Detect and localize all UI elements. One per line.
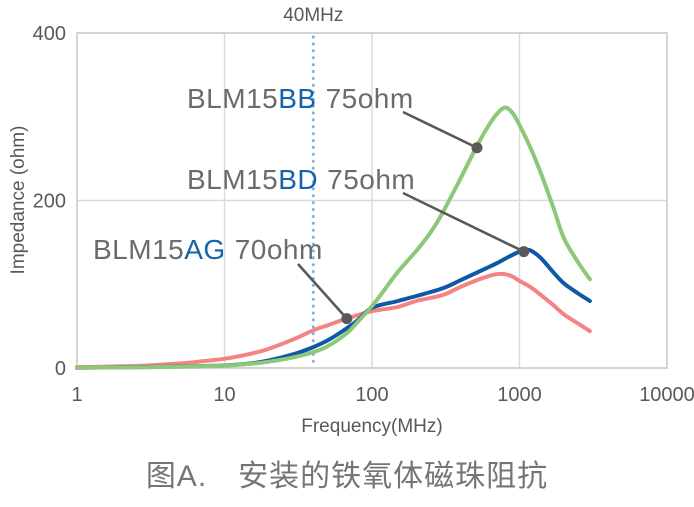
impedance-chart: 40MHz BLM15BB 75ohm BLM15BD 75ohm BLM15AG 70oh…: [8, 5, 694, 437]
plot-area: [76, 32, 668, 369]
x-tick-label-1: 1: [71, 384, 82, 406]
callout-leader-ag: [297, 263, 348, 320]
y-axis-title: Impedance (ohm): [8, 126, 29, 275]
series-blm15bd-curve: [75, 247, 592, 370]
y-tick-label-0: 0: [55, 358, 66, 380]
callout-leader-bd: [402, 191, 525, 253]
callout-dot-bd: [518, 246, 530, 258]
callout-label-ag: BLM15AG 70ohm: [93, 234, 323, 265]
marker-label: 40MHz: [283, 5, 343, 26]
x-tick-label-10: 10: [213, 384, 235, 406]
x-axis-title: Frequency(MHz): [301, 416, 442, 437]
x-tick-label-100: 100: [355, 384, 388, 406]
y-tick-label-400: 400: [33, 23, 66, 45]
callout-dot-bb: [471, 142, 483, 154]
figure-caption: 图A. 安装的铁氧体磁珠阻抗: [145, 460, 549, 493]
callout-leader-bb: [402, 110, 478, 149]
y-tick-label-200: 200: [33, 191, 66, 213]
x-tick-label-10000: 10000: [639, 384, 694, 406]
callout-label-bb: BLM15BB 75ohm: [187, 83, 414, 114]
callout-dot-ag: [341, 313, 353, 325]
series-blm15bb-curve: [75, 105, 592, 370]
callout-label-bd: BLM15BD 75ohm: [187, 164, 415, 195]
series-blm15ag-curve: [75, 271, 592, 370]
x-tick-label-1000: 1000: [497, 384, 542, 406]
